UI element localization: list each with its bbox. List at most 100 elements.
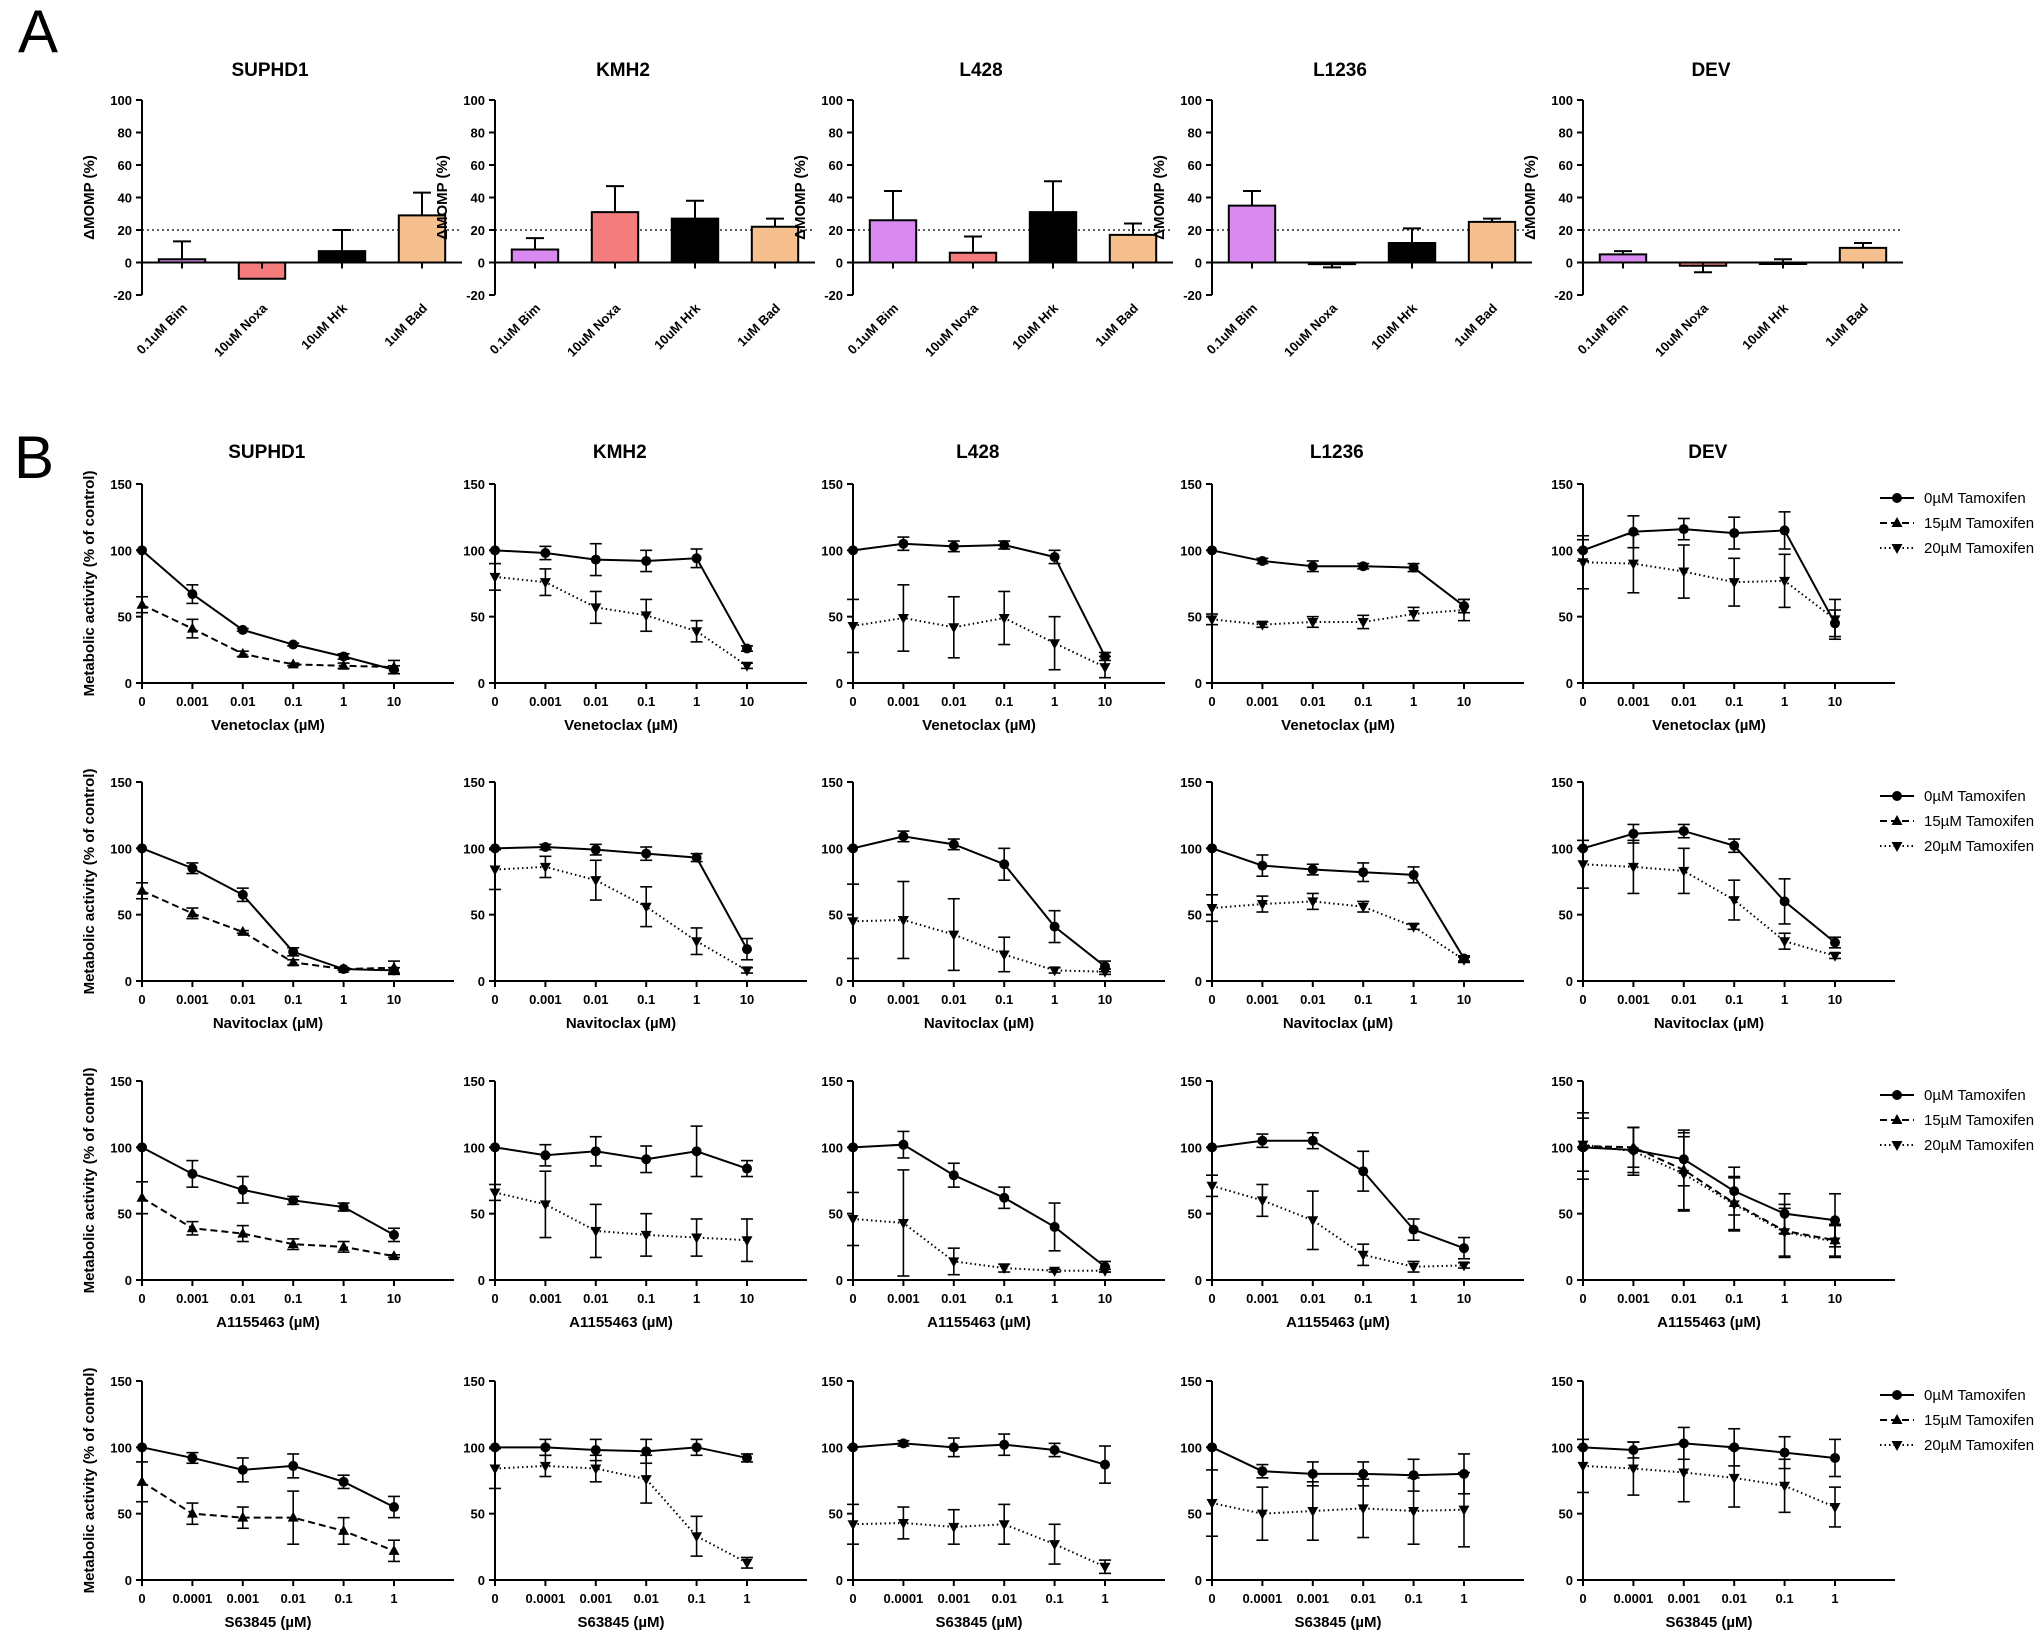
series-line bbox=[852, 542, 1106, 657]
x-tick-label: 0.001 bbox=[529, 694, 562, 709]
data-point bbox=[1728, 1200, 1740, 1211]
bar bbox=[1387, 242, 1437, 264]
data-point bbox=[1307, 1468, 1318, 1479]
x-axis-label: A1155463 (µM) bbox=[927, 1314, 1031, 1331]
x-tick-label: 10 bbox=[1828, 1291, 1842, 1306]
x-axis-label: A1155463 (µM) bbox=[1286, 1314, 1390, 1331]
x-tick-label: 0 bbox=[1579, 694, 1586, 709]
series-line bbox=[1211, 609, 1465, 626]
data-point bbox=[691, 553, 702, 564]
y-tick-label: 50 bbox=[829, 1507, 843, 1522]
series-line bbox=[852, 835, 1106, 968]
data-point bbox=[1779, 1447, 1790, 1458]
x-tick-label: 10 bbox=[1828, 694, 1842, 709]
data-point bbox=[847, 1214, 859, 1225]
data-point bbox=[898, 538, 909, 549]
x-tick-label: 0 bbox=[1579, 992, 1586, 1007]
x-tick-label: 0.01 bbox=[634, 1591, 659, 1606]
data-point bbox=[590, 603, 602, 614]
data-point bbox=[1207, 1142, 1217, 1153]
data-point bbox=[590, 844, 601, 855]
data-point bbox=[898, 831, 909, 842]
legend-label: 15µM Tamoxifen bbox=[1924, 1412, 2034, 1429]
x-tick-label: 0.01 bbox=[230, 694, 255, 709]
series-line bbox=[141, 549, 395, 671]
x-tick-label: 0.01 bbox=[1351, 1591, 1376, 1606]
data-point bbox=[388, 1250, 400, 1261]
data-point bbox=[1779, 1228, 1791, 1239]
data-point bbox=[1049, 1221, 1060, 1232]
y-tick-label: 20 bbox=[829, 223, 843, 238]
y-tick-label: 0 bbox=[125, 974, 132, 989]
x-tick-label: 10uM Hrk bbox=[1009, 300, 1062, 353]
data-point bbox=[1256, 620, 1268, 631]
data-point bbox=[338, 1524, 350, 1535]
data-point bbox=[1729, 840, 1740, 851]
y-axis-label: ΔMOMP (%) bbox=[81, 155, 98, 240]
data-point bbox=[948, 1257, 960, 1268]
y-tick-label: 150 bbox=[821, 1374, 843, 1389]
y-tick-label: 20 bbox=[1559, 223, 1573, 238]
data-point bbox=[186, 1222, 198, 1233]
legend-label: 20µM Tamoxifen bbox=[1924, 540, 2034, 557]
x-tick-label: 1uM Bad bbox=[734, 300, 783, 349]
data-point bbox=[1577, 558, 1589, 569]
y-axis-label: Metabolic activity (% of control) bbox=[81, 1368, 98, 1594]
y-tick-label: 50 bbox=[1559, 908, 1573, 923]
series-line bbox=[494, 1191, 748, 1242]
bar bbox=[590, 211, 640, 264]
data-point bbox=[1678, 524, 1689, 535]
series-line bbox=[1582, 1464, 1836, 1508]
data-point bbox=[1892, 791, 1902, 801]
data-point bbox=[742, 643, 752, 654]
data-point bbox=[1459, 1243, 1469, 1254]
x-tick-label: 0.1 bbox=[637, 992, 655, 1007]
data-point bbox=[1049, 966, 1061, 977]
data-point bbox=[741, 1558, 753, 1569]
x-tick-label: 0.001 bbox=[1617, 1291, 1650, 1306]
y-tick-label: 40 bbox=[1188, 191, 1202, 206]
line-chart-r2-c4: 0 50 100 150 0 0.001 0.01 0.1 1 10 Navitoclax (µM) bbox=[1180, 775, 1524, 1032]
y-tick-label: 150 bbox=[1551, 1374, 1573, 1389]
data-point bbox=[1408, 869, 1419, 880]
y-tick-label: 50 bbox=[1559, 1507, 1573, 1522]
y-tick-label: 100 bbox=[1180, 543, 1202, 558]
y-tick-label: 60 bbox=[471, 158, 485, 173]
y-tick-label: 100 bbox=[821, 1440, 843, 1455]
y-tick-label: 50 bbox=[118, 908, 132, 923]
x-tick-label: 0.01 bbox=[1300, 1291, 1325, 1306]
data-point bbox=[1049, 921, 1060, 932]
x-axis-label: Venetoclax (µM) bbox=[922, 717, 1036, 734]
x-tick-label: 1 bbox=[1410, 992, 1417, 1007]
data-point bbox=[388, 661, 400, 672]
data-point bbox=[742, 944, 752, 955]
data-point bbox=[1307, 561, 1318, 572]
line-chart-r3-c5: 0 50 100 150 0 0.001 0.01 0.1 1 10 A1155463 (µM) 0µ… bbox=[1551, 1074, 2034, 1331]
series-line bbox=[1582, 863, 1836, 957]
x-tick-label: 0.01 bbox=[941, 992, 966, 1007]
x-tick-label: 10 bbox=[740, 1291, 754, 1306]
x-tick-label: 0.001 bbox=[176, 1291, 209, 1306]
data-point bbox=[490, 1442, 500, 1453]
x-axis-label: Venetoclax (µM) bbox=[564, 717, 678, 734]
data-point bbox=[1830, 937, 1840, 948]
bar bbox=[948, 251, 998, 264]
y-tick-label: 100 bbox=[821, 841, 843, 856]
data-point bbox=[998, 1520, 1010, 1531]
y-tick-label: 150 bbox=[1180, 477, 1202, 492]
data-point bbox=[1358, 867, 1369, 878]
data-point bbox=[187, 863, 198, 874]
x-tick-label: 0.0001 bbox=[173, 1591, 213, 1606]
data-point bbox=[640, 1475, 652, 1486]
data-point bbox=[237, 1184, 248, 1195]
line-chart-r2-c5: 0 50 100 150 0 0.001 0.01 0.1 1 10 Navitoclax (µM)… bbox=[1551, 775, 2034, 1032]
line-chart-r1-c5: DEV 0 50 100 150 0 0.001 0.01 0.1 1 10 Venetoclax (… bbox=[1551, 442, 2034, 734]
series-line bbox=[495, 1446, 748, 1459]
bar bbox=[317, 250, 367, 264]
x-tick-label: 0.01 bbox=[941, 1291, 966, 1306]
data-point bbox=[186, 1507, 198, 1518]
chart-title: L428 bbox=[959, 60, 1002, 81]
y-tick-label: 50 bbox=[829, 610, 843, 625]
data-point bbox=[641, 848, 652, 859]
data-point bbox=[136, 884, 148, 895]
